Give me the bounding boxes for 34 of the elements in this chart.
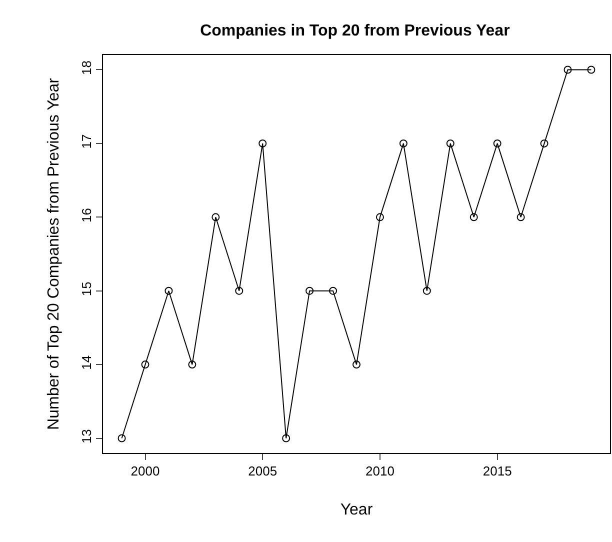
point bbox=[188, 360, 196, 369]
x-tick-label: 2010 bbox=[366, 464, 394, 479]
point bbox=[470, 213, 478, 222]
point bbox=[516, 213, 525, 222]
point bbox=[422, 286, 431, 295]
point bbox=[399, 139, 408, 148]
point bbox=[118, 434, 126, 442]
y-tick-label: 17 bbox=[78, 134, 94, 149]
y-tick-label: 14 bbox=[78, 355, 94, 370]
y-tick-label: 13 bbox=[78, 429, 94, 444]
point bbox=[493, 139, 502, 148]
point bbox=[306, 286, 314, 295]
point bbox=[540, 139, 548, 148]
point bbox=[352, 360, 360, 369]
point bbox=[376, 213, 384, 222]
point bbox=[258, 139, 267, 148]
point bbox=[282, 434, 290, 442]
chart-title: Companies in Top 20 from Previous Year bbox=[200, 22, 510, 40]
y-tick-label: 18 bbox=[78, 60, 94, 76]
y-tick-label: 15 bbox=[78, 282, 94, 296]
point bbox=[446, 139, 454, 148]
y-tick-label: 16 bbox=[78, 208, 94, 222]
point bbox=[329, 286, 338, 295]
x-tick-label: 2000 bbox=[130, 464, 160, 479]
point bbox=[235, 286, 244, 295]
y-axis-title: Number of Top 20 Companies from Previous Year bbox=[46, 77, 63, 430]
point bbox=[564, 66, 572, 74]
point bbox=[212, 213, 220, 222]
point bbox=[587, 66, 596, 74]
x-axis-title: Year bbox=[340, 501, 374, 518]
point bbox=[141, 360, 150, 369]
point bbox=[164, 286, 173, 295]
x-tick-label: 2005 bbox=[248, 464, 278, 479]
x-tick-label: 2015 bbox=[482, 464, 512, 479]
